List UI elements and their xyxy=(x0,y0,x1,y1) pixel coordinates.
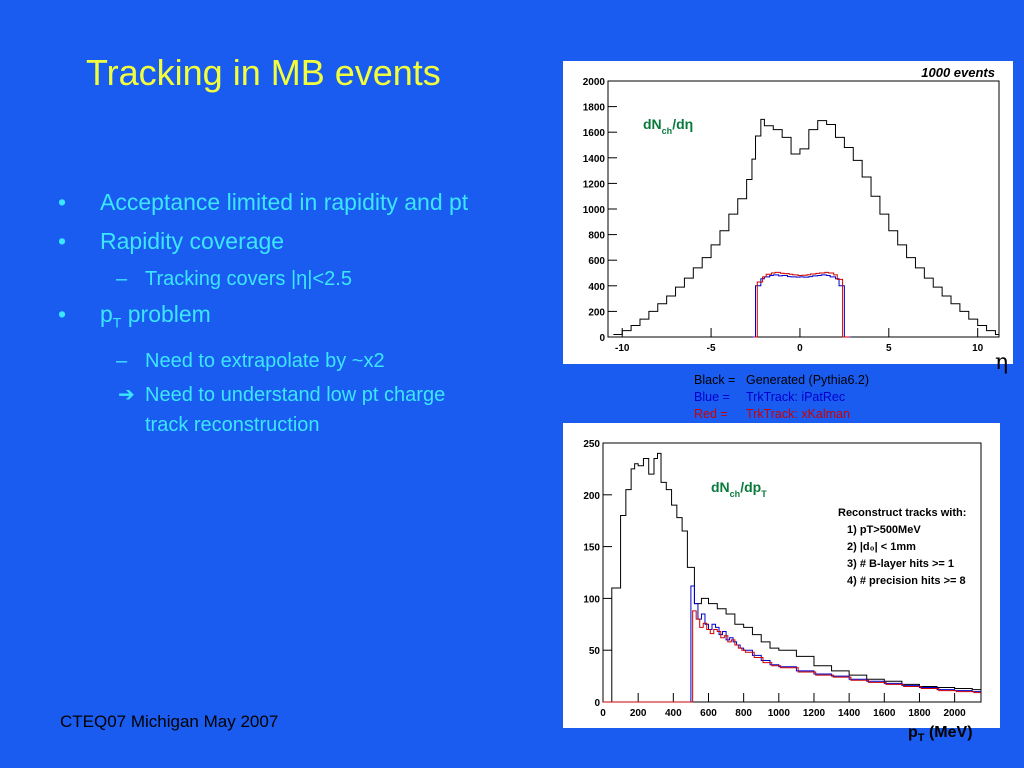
distribution-label-sub: ch xyxy=(662,126,673,136)
series-red-line xyxy=(603,610,981,703)
y-tick-label: 1400 xyxy=(583,154,606,165)
x-tick-label: -10 xyxy=(615,343,630,354)
x-tick-label: 1600 xyxy=(873,708,896,719)
distribution-label: dNch/dpT xyxy=(711,479,767,499)
sub-bullet-text: Need to extrapolate by ~x2 xyxy=(145,349,385,372)
x-tick-label: 800 xyxy=(735,708,752,719)
y-tick-label: 200 xyxy=(588,307,605,318)
series-black-line xyxy=(613,118,999,335)
slide-title: Tracking in MB events xyxy=(86,52,441,93)
footer: CTEQ07 Michigan May 2007 xyxy=(60,712,279,731)
x-tick-label: 1000 xyxy=(768,708,791,719)
bullet-rapidity: • Rapidity coverage xyxy=(58,225,488,258)
bullet-acceptance: • Acceptance limited in rapidity and pt xyxy=(58,186,488,219)
bullet-glyph: • xyxy=(58,189,67,215)
pt-histogram-panel: 0 50 100 150 200 250 0 200 400 600 800 1000 1200 1400… xyxy=(563,423,1000,728)
y-tick-label: 0 xyxy=(599,333,605,344)
y-tick-label: 600 xyxy=(588,256,605,267)
x-tick-label: 2000 xyxy=(944,708,967,719)
bullet-glyph: • xyxy=(58,301,67,327)
y-tick-label: 150 xyxy=(583,543,600,554)
x-tick-label: 10 xyxy=(972,343,984,354)
eta-axis-label: η xyxy=(995,350,1009,375)
bullet-text-sub: T xyxy=(112,314,122,331)
distribution-label-tail: /dp xyxy=(740,479,761,495)
pt-axis-label-sub: T xyxy=(917,732,925,745)
bullet-pt-problem: • pT problem xyxy=(58,298,488,340)
series-blue-line xyxy=(603,585,981,703)
x-tick-label: 1800 xyxy=(908,708,931,719)
y-tick-label: 100 xyxy=(583,594,600,605)
distribution-label-main: dN xyxy=(643,116,662,132)
sub-bullet-extrapolate: – Need to extrapolate by ~x2 xyxy=(58,346,488,376)
bullet-list: • Acceptance limited in rapidity and pt … xyxy=(58,186,488,444)
bullet-text-rest: problem xyxy=(121,301,211,327)
pt-axis-label-unit: (MeV) xyxy=(924,724,973,741)
distribution-label: dNch/dη xyxy=(643,116,693,136)
pt-axis-label-p: p xyxy=(908,724,918,741)
y-tick-label: 0 xyxy=(594,698,600,709)
series-red-line xyxy=(753,271,850,338)
legend-row-black: Black = Generated (Pythia6.2) xyxy=(694,372,869,389)
y-tick-label: 1600 xyxy=(583,128,606,139)
legend-row-blue: Blue = TrkTrack: iPatRec xyxy=(694,389,869,406)
y-tick-label: 2000 xyxy=(583,77,606,88)
sub-bullet-understand: ➔ Need to understand low pt charge track… xyxy=(58,380,488,440)
distribution-label-tail: /dη xyxy=(672,116,693,132)
series-black-line xyxy=(603,452,981,703)
x-tick-label: 400 xyxy=(665,708,682,719)
sub-bullet-text: Tracking covers |η|<2.5 xyxy=(145,268,352,290)
distribution-label-sub: ch xyxy=(730,489,741,499)
x-tick-label: -5 xyxy=(707,343,716,354)
cut-annotation-line: 1) pT>500MeV xyxy=(847,524,921,536)
y-tick-label: 250 xyxy=(583,439,600,450)
cut-annotation-line: 3) # B-layer hits >= 1 xyxy=(847,558,954,570)
dash-glyph: – xyxy=(116,349,128,372)
legend-red-value: TrkTrack: xKalman xyxy=(746,407,850,421)
sub-bullet-tracking: – Tracking covers |η|<2.5 xyxy=(58,264,488,294)
y-tick-label: 400 xyxy=(588,282,605,293)
legend-red-key: Red = xyxy=(694,407,728,421)
y-tick-label: 200 xyxy=(583,491,600,502)
dash-glyph: – xyxy=(116,268,128,290)
plot-frame xyxy=(602,442,982,703)
sub-bullet-text: Need to understand low pt charge track r… xyxy=(145,383,446,436)
distribution-label-tail-sub: T xyxy=(761,489,767,499)
y-tick-label: 1000 xyxy=(583,205,606,216)
y-tick-label: 1800 xyxy=(583,103,606,114)
x-tick-label: 5 xyxy=(886,343,892,354)
eta-histogram-panel: 0 200 400 600 800 1000 1200 1400 1600 1800 2000 -10… xyxy=(563,61,1013,364)
legend: Black = Generated (Pythia6.2) Blue = TrkTr… xyxy=(694,372,869,423)
bullet-text: Rapidity coverage xyxy=(100,228,285,254)
y-tick-label: 1200 xyxy=(583,179,606,190)
events-annotation: 1000 events xyxy=(921,65,995,80)
cut-annotation-line: Reconstruct tracks with: xyxy=(838,507,966,519)
cut-annotation-line: 4) # precision hits >= 8 xyxy=(847,575,966,587)
arrow-icon: ➔ xyxy=(118,383,135,406)
pt-histogram: 0 50 100 150 200 250 0 200 400 600 800 1000 1200 1400… xyxy=(583,439,982,719)
x-tick-label: 600 xyxy=(700,708,717,719)
bullet-text: Acceptance limited in rapidity and pt xyxy=(100,189,469,215)
y-tick-label: 800 xyxy=(588,231,605,242)
eta-histogram: 0 200 400 600 800 1000 1200 1400 1600 1800 2000 -10… xyxy=(583,65,1000,354)
x-tick-label: 1200 xyxy=(803,708,826,719)
x-tick-label: 0 xyxy=(797,343,803,354)
y-tick-label: 50 xyxy=(589,646,601,657)
legend-black-key: Black = xyxy=(694,373,736,387)
series-blue-line xyxy=(751,274,852,338)
x-tick-label: 1400 xyxy=(838,708,861,719)
plot-frame xyxy=(607,80,1000,338)
legend-row-red: Red = TrkTrack: xKalman xyxy=(694,406,869,423)
cut-annotation-line: 2) |d₀| < 1mm xyxy=(847,541,916,553)
legend-blue-value: TrkTrack: iPatRec xyxy=(746,390,846,404)
bullet-glyph: • xyxy=(58,228,67,254)
legend-black-value: Generated (Pythia6.2) xyxy=(746,373,869,387)
pt-axis-label: pT (MeV) xyxy=(908,724,973,744)
x-tick-label: 0 xyxy=(600,708,606,719)
distribution-label-main: dN xyxy=(711,479,730,495)
bullet-text-p: p xyxy=(100,301,113,327)
legend-blue-key: Blue = xyxy=(694,390,730,404)
x-tick-label: 200 xyxy=(630,708,647,719)
